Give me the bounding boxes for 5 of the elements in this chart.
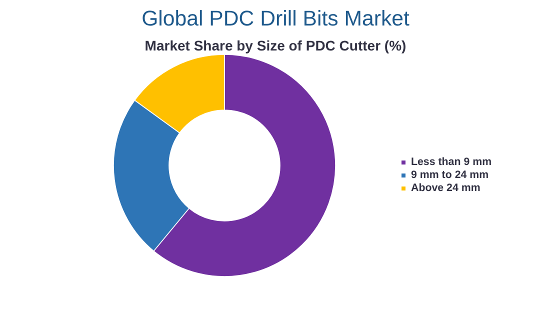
legend-label: Above 24 mm [411, 182, 480, 194]
chart-title: Global PDC Drill Bits Market [142, 6, 410, 30]
chart-subtitle: Market Share by Size of PDC Cutter (%) [144, 38, 406, 54]
legend-label: 9 mm to 24 mm [411, 169, 489, 181]
legend-label: Less than 9 mm [411, 156, 492, 168]
